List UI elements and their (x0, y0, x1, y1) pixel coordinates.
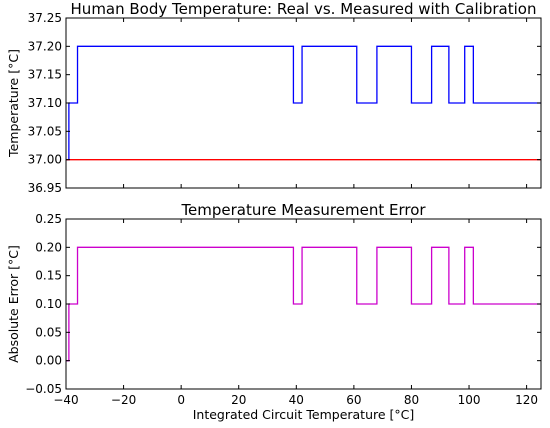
y-tick-label: 37.25 (28, 11, 62, 25)
y-tick-label: 0.05 (35, 325, 62, 339)
plot-frame (65, 218, 542, 390)
x-tick-label: −40 (53, 393, 78, 407)
y-tick-label: 0.25 (35, 212, 62, 226)
y-tick-label: 36.95 (28, 181, 62, 195)
y-tick-label: 0.10 (35, 297, 62, 311)
x-tick-label: −20 (111, 393, 136, 407)
chart-panel-1: 36.95 37.00 37.05 37.10 37.15 37.20 37.25 Human… (6, 0, 542, 195)
plot-frame (65, 17, 542, 189)
y-tick-label: 37.10 (28, 96, 62, 110)
series-line-1 (66, 45, 541, 161)
y-tick-label: 37.20 (28, 39, 62, 53)
y-tick-label: 0.00 (35, 354, 62, 368)
y-tick-label: −0.05 (25, 382, 62, 396)
x-axis-label: Integrated Circuit Temperature [°C] (193, 407, 415, 422)
x-tick-label: 80 (404, 393, 419, 407)
y-axis-label: Absolute Error [°C] (6, 245, 21, 363)
y-tick-label: 0.15 (35, 269, 62, 283)
x-tick-label: 100 (458, 393, 481, 407)
y-tick-label: 37.00 (28, 153, 62, 167)
chart-title: Temperature Measurement Error (180, 201, 426, 219)
series-line-1 (66, 246, 541, 362)
x-tick-label: 60 (346, 393, 361, 407)
y-tick-label: 37.15 (28, 68, 62, 82)
chart-panel-2: −40 −20 0 20 40 60 80 100 120 −0.05 0.00 0.05 0.10 0.… (6, 201, 542, 422)
y-axis-label: Temperature [°C] (6, 49, 21, 158)
x-tick-label: 120 (515, 393, 538, 407)
chart-title: Human Body Temperature: Real vs. Measure… (71, 0, 537, 18)
y-tick-label: 0.20 (35, 240, 62, 254)
x-tick-label: 0 (177, 393, 185, 407)
x-tick-label: 40 (289, 393, 304, 407)
y-tick-label: 37.05 (28, 124, 62, 138)
x-tick-label: 20 (231, 393, 246, 407)
